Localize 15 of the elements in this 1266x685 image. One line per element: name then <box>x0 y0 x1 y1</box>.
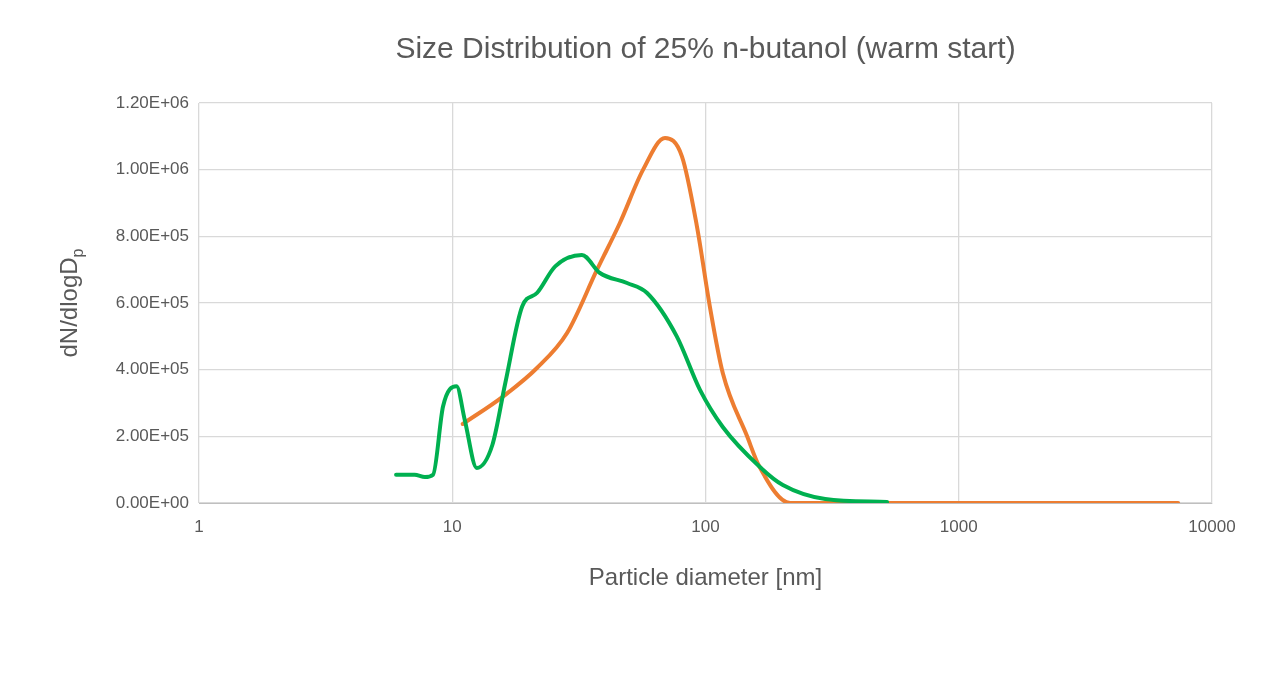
y-axis-title: dN/dlogDp <box>54 248 86 358</box>
y-tick-label: 4.00E+05 <box>115 359 189 379</box>
x-tick-label: 100 <box>691 516 720 536</box>
y-tick-label: 2.00E+05 <box>115 426 189 446</box>
y-tick-label: 8.00E+05 <box>115 226 189 246</box>
y-tick-label: 0.00E+00 <box>115 492 189 512</box>
x-tick-label: 10 <box>442 516 462 536</box>
x-tick-label: 1000 <box>939 516 978 536</box>
x-tick-label: 10000 <box>1188 516 1236 536</box>
y-tick-label: 6.00E+05 <box>115 292 189 312</box>
x-tick-label: 1 <box>194 516 204 536</box>
x-axis-title: Particle diameter [nm] <box>588 562 823 590</box>
chart-title: Size Distribution of 25% n-butanol (warm start) <box>395 31 1016 65</box>
y-tick-label: 1.00E+06 <box>115 159 189 179</box>
y-tick-label: 1.20E+06 <box>115 92 189 112</box>
